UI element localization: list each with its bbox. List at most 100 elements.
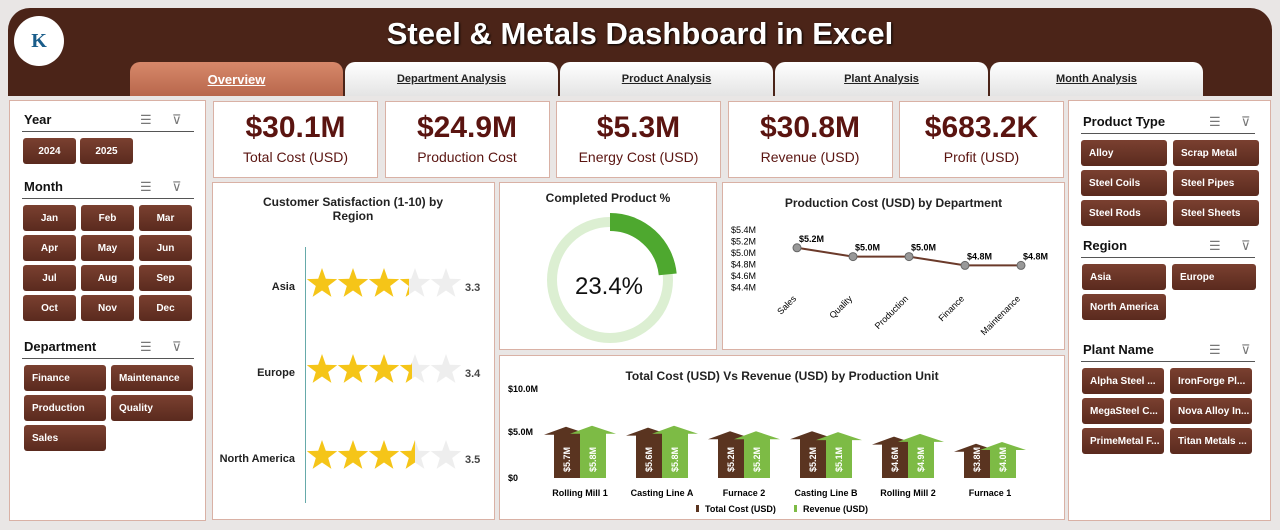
multi-select-icon[interactable]: ☰ [1209, 342, 1221, 357]
slicer-item[interactable]: North America [1082, 294, 1166, 320]
category-label: Europe [257, 367, 295, 379]
x-tick-label: Furnace 2 [723, 488, 766, 498]
slicer-item[interactable]: Scrap Metal [1173, 140, 1259, 166]
slicer-item[interactable]: Steel Rods [1081, 200, 1167, 226]
clear-filter-icon[interactable]: ⊽ [1241, 238, 1251, 253]
tab-month-analysis[interactable]: Month Analysis [990, 62, 1203, 96]
y-tick-label: $4.4M [731, 283, 756, 293]
multi-select-icon[interactable]: ☰ [140, 112, 152, 127]
slicer-item[interactable]: IronForge Pl... [1170, 368, 1252, 394]
data-label: $5.1M [834, 447, 844, 472]
clear-filter-icon[interactable]: ⊽ [172, 112, 182, 127]
slicer-item[interactable]: Titan Metals ... [1170, 428, 1252, 454]
tab-product-analysis[interactable]: Product Analysis [560, 62, 773, 96]
star-icon [307, 440, 338, 469]
slicer-item[interactable]: Quality [111, 395, 193, 421]
production-cost-chart: $5.4M $5.2M $5.0M $4.8M $4.6M $4.4M $5.2M Sales… [722, 182, 1065, 350]
divider [1081, 257, 1255, 258]
slicer-item[interactable]: Steel Coils [1081, 170, 1167, 196]
star-icon [307, 354, 338, 383]
slicer-item[interactable]: Feb [81, 205, 134, 231]
slicer-item[interactable]: Mar [139, 205, 192, 231]
slicer-item[interactable]: May [81, 235, 134, 261]
slicer-item[interactable]: Sales [24, 425, 106, 451]
slicer-title: Department [24, 339, 97, 354]
slicer-item[interactable]: 2024 [23, 138, 76, 164]
data-point [1016, 260, 1026, 270]
data-point [848, 252, 858, 262]
bar [708, 431, 754, 478]
clear-filter-icon[interactable]: ⊽ [172, 179, 182, 194]
slicer-item[interactable]: Apr [23, 235, 76, 261]
kpi-label: Energy Cost (USD) [578, 149, 699, 165]
multi-select-icon[interactable]: ☰ [140, 339, 152, 354]
kpi-card: $683.2K Profit (USD) [899, 101, 1064, 178]
slicer-item[interactable]: Oct [23, 295, 76, 321]
slicer-item[interactable]: 2025 [80, 138, 133, 164]
chart-title: Customer Satisfaction (1-10) by Region [262, 195, 444, 223]
left-slicer-panel: Year ☰ ⊽ 2024 2025 Month ☰ ⊽ Jan Feb Mar Apr May Jun J… [9, 100, 206, 521]
bar [734, 431, 780, 478]
slicer-item[interactable]: Alpha Steel ... [1082, 368, 1164, 394]
slicer-item[interactable]: Asia [1082, 264, 1166, 290]
x-tick-label: Production [873, 294, 910, 331]
slicer-item[interactable]: Aug [81, 265, 134, 291]
clear-filter-icon[interactable]: ⊽ [1241, 114, 1251, 129]
slicer-item[interactable]: Jan [23, 205, 76, 231]
chart-title: Total Cost (USD) Vs Revenue (USD) by Pro… [625, 369, 939, 383]
slicer-item[interactable]: Production [24, 395, 106, 421]
category-label: North America [219, 453, 295, 465]
slicer-item[interactable]: Steel Sheets [1173, 200, 1259, 226]
data-point [904, 252, 914, 262]
slicer-item[interactable]: Finance [24, 365, 106, 391]
star-rating [307, 268, 462, 297]
slicer-item[interactable]: PrimeMetal F... [1082, 428, 1164, 454]
data-label: $5.6M [644, 447, 654, 472]
divider [22, 198, 194, 199]
tab-plant-analysis[interactable]: Plant Analysis [775, 62, 988, 96]
kpi-card: $30.1M Total Cost (USD) [213, 101, 378, 178]
slicer-item[interactable]: Jul [23, 265, 76, 291]
cost-vs-revenue-chart: $10.0M $5.0M $0 $5.7M $5.8M Rolling Mill 1 $5.… [499, 355, 1065, 520]
right-slicer-panel: Product Type ☰ ⊽ Alloy Scrap Metal Steel Coil… [1068, 100, 1271, 521]
star-icon [337, 354, 369, 383]
slicer-item[interactable]: MegaSteel C... [1082, 398, 1164, 424]
slicer-item[interactable]: Sep [139, 265, 192, 291]
multi-select-icon[interactable]: ☰ [1209, 114, 1221, 129]
data-label: $4.6M [890, 447, 900, 472]
slicer-item[interactable]: Alloy [1081, 140, 1167, 166]
slicer-item[interactable]: Nova Alloy In... [1170, 398, 1252, 424]
logo: K [14, 16, 64, 66]
kpi-label: Profit (USD) [943, 149, 1020, 165]
slicer-item[interactable]: Dec [139, 295, 192, 321]
chart-title: Production Cost (USD) by Department [784, 196, 1003, 210]
clear-filter-icon[interactable]: ⊽ [1241, 342, 1251, 357]
donut-label: 23.4% [574, 273, 644, 300]
tab-department-analysis[interactable]: Department Analysis [345, 62, 558, 96]
x-tick-label: Rolling Mill 2 [880, 488, 936, 498]
data-label: $5.2M [808, 447, 818, 472]
data-label: $5.8M [588, 447, 598, 472]
x-tick-label: Rolling Mill 1 [552, 488, 608, 498]
data-label: 3.3 [465, 282, 481, 294]
data-label: $5.7M [562, 447, 572, 472]
chart-title: Completed Product % [545, 191, 671, 205]
tab-overview[interactable]: Overview [130, 62, 343, 96]
slicer-item[interactable]: Steel Pipes [1173, 170, 1259, 196]
data-label: $4.0M [998, 447, 1008, 472]
clear-filter-icon[interactable]: ⊽ [172, 339, 182, 354]
data-label: $5.2M [752, 447, 762, 472]
bar [954, 443, 1000, 478]
multi-select-icon[interactable]: ☰ [1209, 238, 1221, 253]
multi-select-icon[interactable]: ☰ [140, 179, 152, 194]
slicer-item[interactable]: Nov [81, 295, 134, 321]
bar [570, 425, 616, 478]
x-tick-label: Sales [775, 293, 798, 316]
slicer-item[interactable]: Maintenance [111, 365, 193, 391]
kpi-card: $30.8M Revenue (USD) [727, 101, 893, 178]
slicer-item[interactable]: Europe [1172, 264, 1256, 290]
kpi-value: $683.2K [924, 111, 1039, 144]
slicer-item[interactable]: Jun [139, 235, 192, 261]
kpi-value: $30.8M [759, 111, 861, 144]
data-label: $5.0M [855, 243, 880, 253]
